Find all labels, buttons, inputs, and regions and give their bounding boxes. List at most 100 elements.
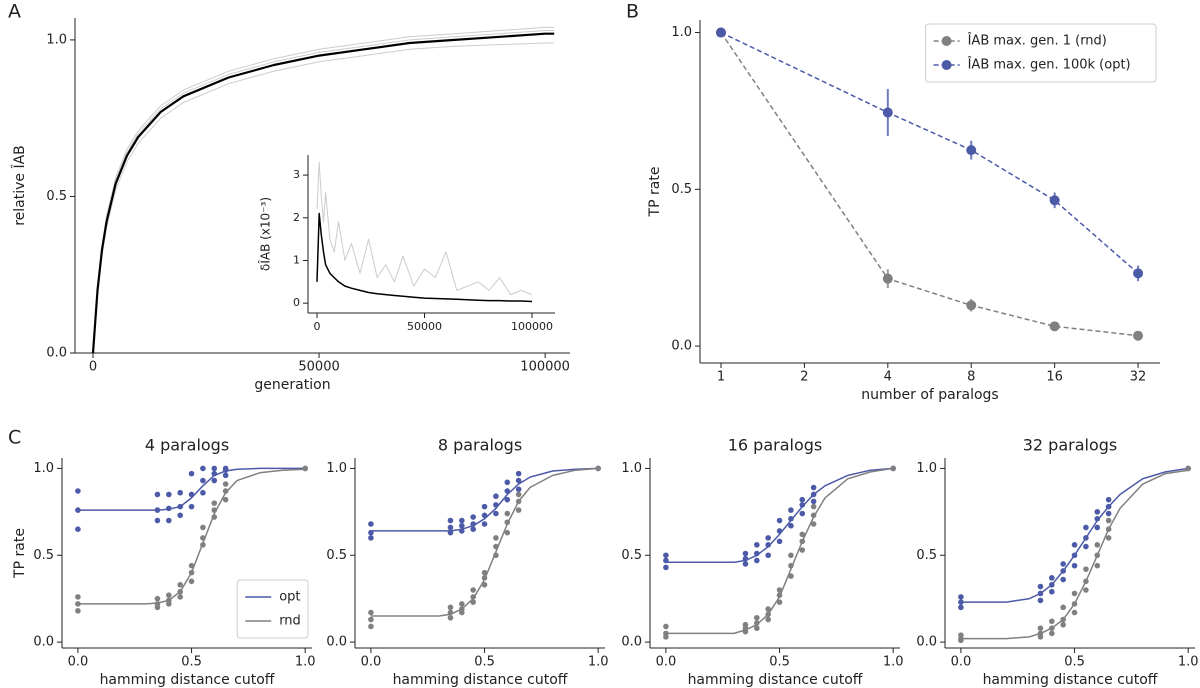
x-tick-label: 1: [717, 370, 725, 385]
point: [504, 479, 511, 486]
y-tick-label: 1.0: [916, 461, 937, 476]
point: [810, 521, 817, 527]
point: [302, 465, 308, 472]
point: [1071, 542, 1078, 548]
point: [188, 578, 195, 585]
point: [788, 515, 794, 522]
point: [1083, 587, 1089, 593]
point: [765, 535, 771, 541]
x-axis-label: number of paralogs: [861, 387, 998, 403]
x-tick-label: 100000: [511, 320, 553, 333]
point: [75, 488, 81, 494]
y-tick-label: 0.5: [916, 548, 937, 563]
point: [1049, 588, 1055, 595]
x-axis-label: hamming distance cutoff: [393, 672, 568, 688]
point: [154, 595, 161, 602]
x-tick-label: 0: [89, 360, 97, 375]
marker: [882, 107, 893, 118]
marker: [1133, 268, 1144, 279]
point: [799, 510, 806, 517]
point: [1094, 562, 1101, 569]
point: [177, 489, 183, 496]
chart-title: 8 paralogs: [438, 436, 522, 455]
point: [799, 496, 806, 503]
panel-label: C: [8, 427, 21, 449]
point: [1037, 597, 1044, 604]
x-tick-label: 0.5: [1064, 655, 1085, 670]
marker: [1049, 195, 1060, 206]
legend-box: [236, 579, 309, 639]
point: [1037, 583, 1044, 590]
point: [1083, 543, 1089, 550]
y-tick-label: 1.0: [46, 32, 67, 47]
point: [154, 604, 161, 611]
fit-curve: [665, 467, 894, 563]
point: [1071, 562, 1078, 569]
point: [788, 522, 794, 529]
point: [1071, 590, 1078, 597]
point: [447, 517, 454, 524]
point: [1094, 515, 1101, 522]
point: [166, 517, 172, 524]
point: [459, 609, 465, 616]
point: [799, 547, 806, 553]
point: [222, 488, 229, 494]
point: [754, 542, 760, 548]
point: [1094, 524, 1101, 531]
x-tick-label: 0.0: [361, 655, 382, 670]
point: [368, 623, 374, 630]
marker: [1049, 321, 1060, 332]
point: [447, 524, 454, 531]
point: [799, 531, 806, 538]
point: [663, 552, 669, 559]
fit-curve: [370, 467, 599, 532]
point: [211, 477, 218, 484]
point: [1071, 609, 1078, 616]
point: [515, 486, 522, 493]
point: [470, 526, 476, 533]
x-tick-label: 0.0: [656, 655, 677, 670]
point: [177, 512, 183, 519]
y-tick-label: 1: [293, 253, 300, 266]
y-tick-label: 1.0: [326, 461, 347, 476]
point: [447, 614, 454, 621]
y-tick-label: 1.0: [33, 461, 54, 476]
x-axis-label: generation: [254, 377, 330, 393]
point: [504, 529, 511, 536]
point: [504, 510, 511, 517]
point: [470, 514, 476, 520]
x-tick-label: 0.5: [181, 655, 202, 670]
point: [200, 477, 206, 484]
point: [211, 465, 218, 472]
point: [776, 517, 783, 524]
point: [481, 581, 488, 588]
point: [154, 517, 161, 524]
y-axis-label: relative ÎAB: [10, 145, 28, 226]
point: [200, 524, 206, 531]
fit-curve: [960, 467, 1189, 603]
line: [316, 161, 533, 296]
y-tick-label: 3: [293, 168, 300, 181]
y-tick-label: 0.5: [621, 548, 642, 563]
point: [75, 594, 81, 600]
point: [1060, 561, 1066, 567]
y-tick-label: 1.0: [621, 461, 642, 476]
fit-curve: [960, 469, 1189, 640]
point: [459, 522, 465, 529]
point: [211, 500, 218, 506]
x-tick-label: 0.5: [769, 655, 790, 670]
point: [177, 594, 183, 600]
point: [742, 561, 749, 567]
point: [663, 634, 669, 640]
point: [1105, 510, 1112, 517]
fit-curve: [77, 468, 306, 605]
legend-label: ÎAB max. gen. 100k (opt): [967, 57, 1131, 73]
y-tick-label: 0: [293, 296, 300, 309]
marker: [882, 273, 893, 284]
fit-curve: [370, 467, 599, 617]
legend-box: [925, 23, 1157, 83]
x-tick-label: 50000: [298, 360, 339, 375]
point: [368, 521, 374, 527]
x-tick-label: 0: [314, 320, 321, 333]
